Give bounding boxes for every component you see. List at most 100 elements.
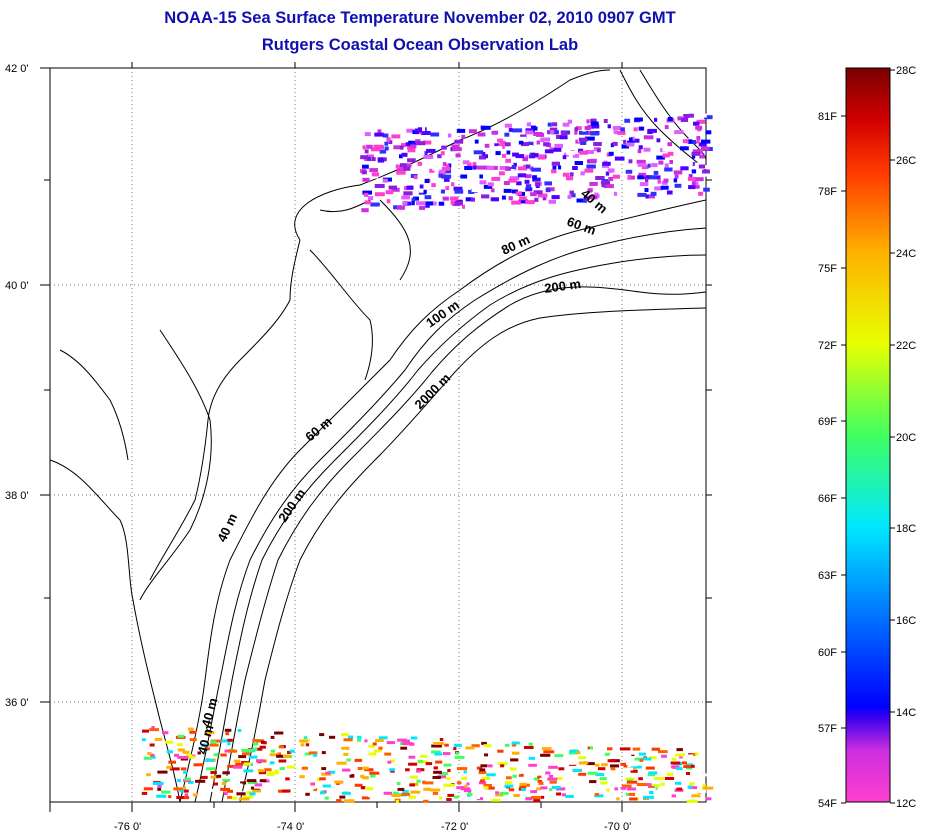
sst-pixel xyxy=(562,172,570,177)
sst-pixel xyxy=(549,130,555,134)
sst-pixel xyxy=(525,130,534,135)
sst-pixel xyxy=(372,742,377,746)
sst-pixel xyxy=(600,781,608,785)
sst-pixel xyxy=(556,792,562,796)
sst-pixel xyxy=(431,183,436,188)
sst-pixel xyxy=(256,759,264,763)
sst-pixel xyxy=(508,788,515,792)
sst-pixel xyxy=(576,751,581,755)
sst-pixel xyxy=(587,188,592,193)
sst-pixel xyxy=(480,779,485,783)
sst-pixel xyxy=(626,780,638,784)
sst-pixel xyxy=(168,760,176,764)
sst-pixel xyxy=(259,745,266,749)
sst-pixel xyxy=(382,133,389,138)
sst-pixel xyxy=(479,180,487,185)
sst-pixel xyxy=(166,750,173,754)
sst-pixel xyxy=(429,788,441,792)
sst-pixel xyxy=(388,152,398,157)
sst-pixel xyxy=(252,789,261,793)
sst-pixel xyxy=(691,151,701,156)
sst-pixel xyxy=(384,146,389,151)
sst-pixel xyxy=(567,765,578,769)
sst-pixel xyxy=(504,743,510,747)
sst-pixel xyxy=(200,775,208,779)
sst-pixel xyxy=(501,195,506,200)
sst-pixel xyxy=(548,745,557,749)
sst-pixel xyxy=(157,784,162,788)
sst-pixel xyxy=(650,191,657,196)
sst-pixel xyxy=(528,742,533,746)
sst-pixel xyxy=(422,781,434,785)
sst-pixel xyxy=(157,787,162,791)
sst-pixel xyxy=(322,775,333,779)
sst-pixel xyxy=(520,142,530,147)
sst-pixel xyxy=(539,777,546,781)
sst-pixel xyxy=(397,787,405,791)
sst-pixel xyxy=(589,780,597,784)
sst-pixel xyxy=(666,190,673,195)
sst-pixel xyxy=(529,145,533,149)
sst-pixel xyxy=(484,154,488,159)
sst-pixel xyxy=(674,130,684,135)
sst-pixel xyxy=(366,154,374,159)
sst-pixel xyxy=(696,136,701,140)
sst-pixel xyxy=(537,775,542,779)
sst-pixel xyxy=(224,728,232,732)
sst-pixel xyxy=(584,168,594,173)
sst-pixel xyxy=(645,766,655,770)
sst-pixel xyxy=(666,772,674,776)
sst-pixel xyxy=(501,787,508,791)
colorbar-f-label: 63F xyxy=(818,570,837,582)
sst-pixel xyxy=(283,754,291,758)
sst-pixel xyxy=(256,791,261,795)
sst-pixel xyxy=(688,137,698,142)
sst-pixel xyxy=(319,777,326,781)
colorbar-f-label: 66F xyxy=(818,493,837,505)
sst-pixel xyxy=(610,764,619,768)
sst-pixel xyxy=(499,171,505,176)
sst-pixel xyxy=(621,144,629,149)
sst-pixel xyxy=(658,160,664,165)
sst-pixel xyxy=(189,730,197,734)
sst-pixels-north xyxy=(360,113,713,213)
sst-pixel xyxy=(366,144,373,149)
sst-pixel xyxy=(400,746,408,750)
sst-pixel xyxy=(156,794,167,798)
sst-pixel xyxy=(638,126,645,131)
sst-pixel xyxy=(688,113,694,118)
sst-pixel xyxy=(509,176,520,181)
sst-pixel xyxy=(636,783,647,786)
sst-pixel xyxy=(538,155,546,160)
sst-pixel xyxy=(513,794,520,797)
sst-pixel xyxy=(414,128,424,133)
sst-pixel xyxy=(374,184,385,188)
sst-pixel xyxy=(362,783,368,786)
sst-pixel xyxy=(471,188,481,192)
sst-pixel xyxy=(424,179,430,183)
sst-pixel xyxy=(491,188,495,193)
sst-pixel xyxy=(702,169,710,174)
sst-pixel xyxy=(676,748,683,752)
sst-pixel xyxy=(620,127,625,132)
sst-pixel xyxy=(630,136,635,141)
sst-pixel xyxy=(263,741,267,745)
sst-pixel xyxy=(402,790,409,794)
sst-pixel xyxy=(181,767,187,771)
sst-pixel xyxy=(506,150,511,155)
colorbar-c-label: 22C xyxy=(896,340,916,352)
sst-pixel xyxy=(480,125,491,130)
sst-pixel xyxy=(220,753,227,757)
colorbar-c-label: 20C xyxy=(896,432,916,444)
sst-pixel xyxy=(437,775,446,779)
sst-pixel xyxy=(445,159,451,164)
sst-pixel xyxy=(610,767,616,771)
sst-pixel xyxy=(490,778,502,782)
sst-pixel xyxy=(589,181,598,186)
sst-pixel xyxy=(391,187,400,192)
sst-pixel xyxy=(424,195,432,200)
sst-pixel xyxy=(562,793,566,797)
sst-pixel xyxy=(455,172,460,177)
sst-pixel xyxy=(513,162,517,167)
sst-pixel xyxy=(613,130,618,135)
